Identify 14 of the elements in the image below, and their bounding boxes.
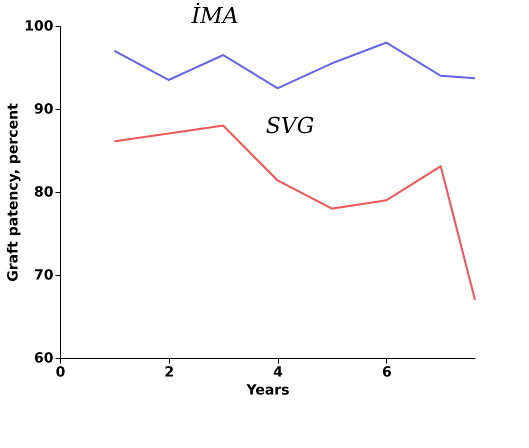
x-axis-title: Years	[245, 382, 290, 398]
y-tick-label: 70	[34, 268, 54, 284]
y-tick-label: 80	[34, 184, 54, 200]
x-tick-label: 6	[382, 364, 392, 380]
y-tick-label: 60	[34, 350, 54, 366]
x-tick-label: 4	[273, 364, 284, 380]
y-tick-label: 90	[34, 102, 54, 118]
line-series	[113, 42, 476, 90]
annotation: İMA	[190, 2, 239, 29]
x-tick-label: 2	[164, 364, 174, 380]
annotation: SVG	[266, 114, 314, 139]
y-tick-label: 100	[24, 18, 54, 34]
y-axis-title: Graft patency, percent	[5, 102, 22, 282]
x-tick-label: 0	[56, 364, 66, 380]
